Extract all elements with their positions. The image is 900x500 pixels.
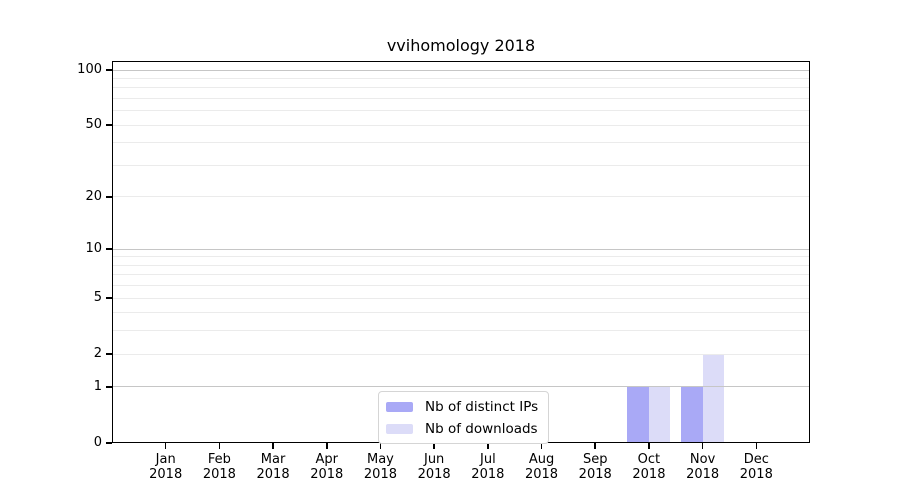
x-axis-month: May	[367, 452, 394, 467]
x-axis-tick	[379, 443, 382, 449]
x-axis-tick	[487, 443, 489, 449]
x-axis-month: Dec	[743, 452, 769, 467]
bar-downloads	[648, 386, 671, 443]
x-axis-tick	[648, 443, 650, 449]
y-axis-tick-label: 2	[93, 346, 102, 362]
x-axis-year: 2018	[256, 467, 290, 482]
x-axis-tick	[272, 443, 274, 449]
gridline-minor	[112, 196, 810, 198]
gridline-minor	[112, 97, 810, 99]
x-axis-month: Mar	[260, 452, 286, 467]
legend-label-distinct-ips: Nb of distinct IPs	[425, 398, 539, 415]
y-axis-tick	[106, 69, 112, 71]
legend-label-downloads: Nb of downloads	[425, 420, 538, 437]
gridline-minor	[112, 330, 810, 332]
y-axis-tick-label: 5	[93, 290, 102, 306]
x-axis-tick-label: May 2018	[348, 452, 412, 482]
y-axis-tick	[106, 248, 112, 250]
x-axis-tick-label: Mar 2018	[241, 452, 305, 482]
bar-distinct-ips	[681, 386, 703, 443]
x-axis-tick-label: Jan 2018	[134, 452, 198, 482]
gridline-minor	[112, 297, 810, 299]
x-axis-month: Aug	[528, 452, 555, 467]
x-axis-tick-label: Apr 2018	[295, 452, 359, 482]
x-axis-tick-label: Dec 2018	[724, 452, 788, 482]
y-axis-tick	[106, 386, 112, 388]
y-axis-tick	[106, 196, 112, 198]
x-axis-year: 2018	[578, 467, 612, 482]
x-axis-year: 2018	[149, 467, 183, 482]
gridline-minor	[112, 142, 810, 144]
gridline-minor	[112, 285, 810, 287]
x-axis-tick-label: Jun 2018	[402, 452, 466, 482]
y-axis-tick-label: 20	[85, 188, 102, 204]
y-axis-tick	[106, 353, 112, 355]
x-axis-tick-label: Aug 2018	[510, 452, 574, 482]
y-axis-tick	[106, 124, 112, 126]
x-axis-month: Oct	[637, 452, 661, 467]
y-axis-tick-label: 1	[93, 378, 102, 394]
x-axis-tick	[594, 443, 596, 449]
x-axis-tick-label: Jul 2018	[456, 452, 520, 482]
x-axis-tick	[701, 443, 704, 449]
y-axis-tick-label: 0	[93, 435, 102, 450]
x-axis-tick-label: Oct 2018	[617, 452, 681, 482]
gridline-minor	[112, 264, 810, 266]
bar-distinct-ips	[627, 386, 649, 443]
x-axis-month: Apr	[315, 452, 339, 467]
x-axis-tick-label: Sep 2018	[563, 452, 627, 482]
legend: Nb of distinct IPs Nb of downloads	[378, 391, 550, 444]
legend-swatch-downloads	[386, 423, 413, 434]
x-axis-tick	[433, 443, 435, 449]
x-axis-tick	[164, 443, 167, 449]
x-axis-year: 2018	[417, 467, 451, 482]
legend-swatch-distinct-ips	[386, 401, 413, 412]
y-axis-tick	[106, 297, 112, 299]
x-axis-year: 2018	[471, 467, 505, 482]
x-axis-tick	[540, 443, 543, 449]
y-axis-tick-label: 100	[77, 62, 102, 77]
legend-item-distinct-ips: Nb of distinct IPs	[386, 397, 538, 416]
gridline-minor	[112, 77, 810, 79]
x-axis-year: 2018	[310, 467, 344, 482]
chart-title: vvihomology 2018	[386, 36, 536, 55]
y-axis-tick	[106, 442, 112, 444]
legend-item-downloads: Nb of downloads	[386, 419, 538, 438]
x-axis-month: Jan	[155, 452, 176, 467]
gridline-minor	[112, 87, 810, 89]
gridline-major	[112, 248, 810, 250]
y-axis-tick-label: 10	[85, 241, 102, 257]
bar-downloads	[702, 354, 725, 443]
x-axis-tick-label: Nov 2018	[671, 452, 735, 482]
x-axis-year: 2018	[686, 467, 720, 482]
gridline-minor	[112, 124, 810, 126]
gridline-major	[112, 69, 810, 71]
gridline-minor	[112, 353, 810, 355]
x-axis-tick	[326, 443, 328, 449]
x-axis-month: Sep	[582, 452, 608, 467]
gridline-minor	[112, 164, 810, 166]
x-axis-month: Nov	[689, 452, 716, 467]
x-axis-month: Jun	[423, 452, 445, 467]
y-axis-tick-label: 50	[85, 117, 102, 133]
x-axis-year: 2018	[524, 467, 559, 482]
x-axis-month: Feb	[207, 452, 231, 467]
gridline-minor	[112, 274, 810, 276]
x-axis-year: 2018	[202, 467, 236, 482]
gridline-major	[112, 386, 810, 388]
gridline-minor	[112, 256, 810, 258]
x-axis-year: 2018	[739, 467, 773, 482]
gridline-minor	[112, 312, 810, 314]
x-axis-year: 2018	[632, 467, 666, 482]
gridline-minor	[112, 110, 810, 112]
x-axis-year: 2018	[363, 467, 397, 482]
x-axis-tick	[755, 443, 758, 449]
x-axis-tick-label: Feb 2018	[187, 452, 251, 482]
plot-area: 0 1 2 5 10 20 50 100 Jan 2018 Feb 2018 Mar 2018 Apr 201…	[77, 61, 810, 482]
x-axis-month: Jul	[480, 452, 496, 467]
x-axis-tick	[218, 443, 221, 449]
